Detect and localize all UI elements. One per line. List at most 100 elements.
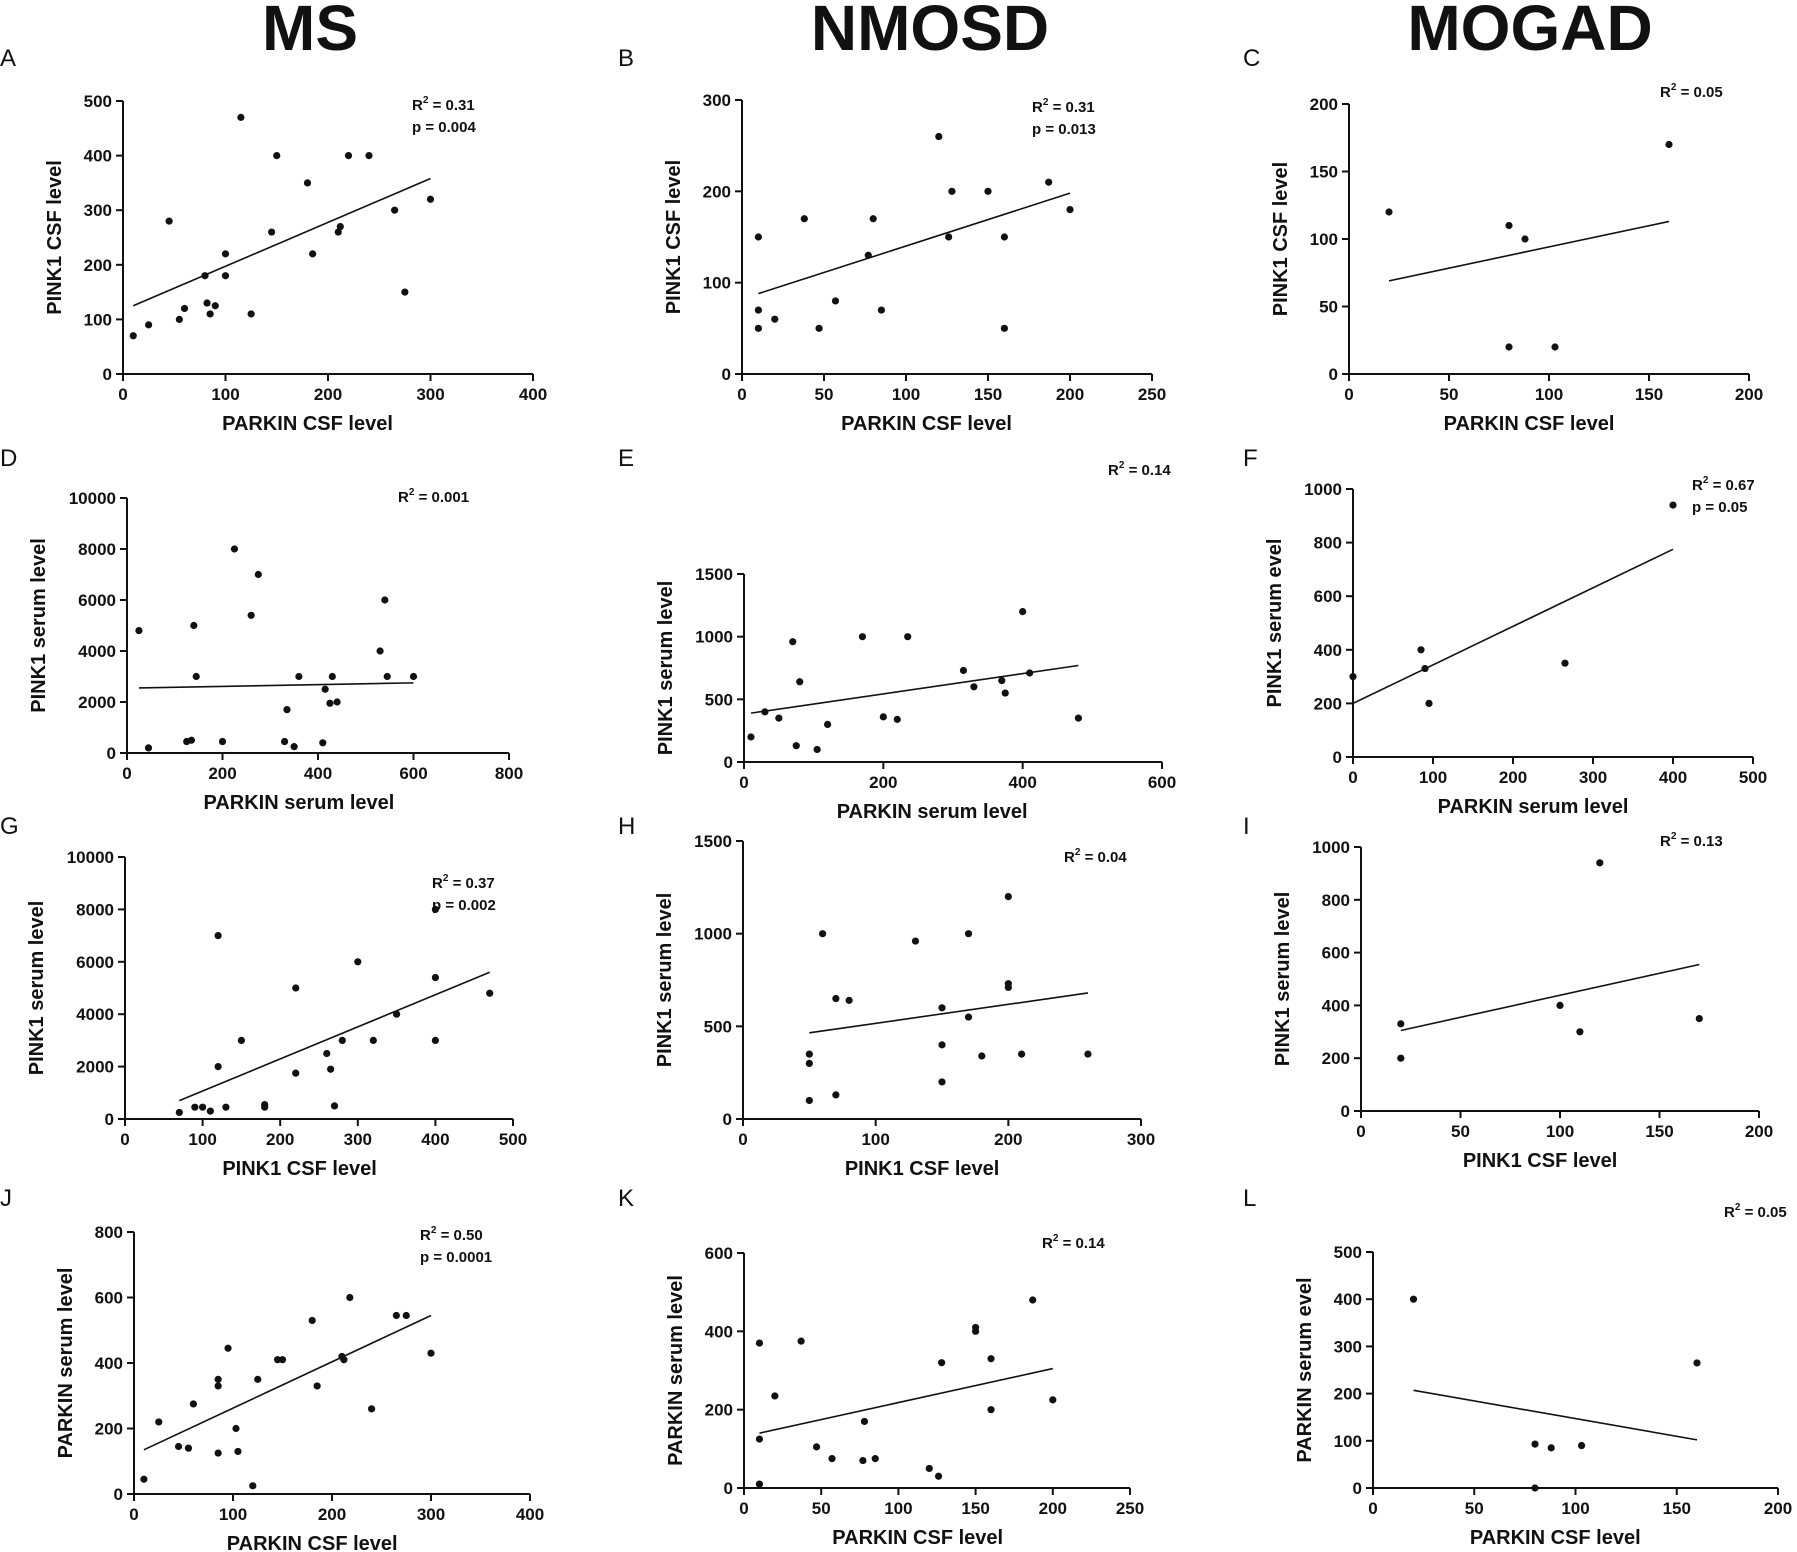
panel-letter: D (0, 445, 17, 472)
y-tick-label: 200 (1334, 1385, 1362, 1404)
y-axis-label: PINK1 serum evel (1264, 539, 1286, 708)
x-tick-label: 150 (1663, 1499, 1691, 1518)
y-tick-label: 400 (1334, 1290, 1362, 1309)
panel-a: A 0 100 200 300 400 0 100 200 300 400 500 PARKIN CSF… (0, 45, 547, 435)
y-tick-label: 0 (724, 753, 733, 772)
data-point (431, 973, 439, 982)
data-point (869, 215, 877, 223)
x-tick-label: 0 (129, 1505, 138, 1524)
data-point (232, 1424, 240, 1433)
data-point (797, 1337, 805, 1345)
data-point (792, 742, 800, 750)
data-point (401, 288, 409, 296)
data-point (129, 332, 137, 340)
data-point (218, 737, 227, 746)
x-tick-label: 400 (1008, 773, 1036, 792)
data-point (145, 321, 153, 329)
data-point (945, 233, 953, 241)
data-point (206, 1107, 214, 1115)
data-point (336, 222, 344, 231)
data-point (214, 1375, 222, 1383)
data-point (368, 1405, 376, 1413)
data-point (1556, 1001, 1564, 1010)
x-axis-label: PARKIN serum level (1438, 796, 1629, 818)
data-point (261, 1100, 269, 1109)
data-point (237, 1036, 245, 1044)
data-point (1531, 1484, 1539, 1492)
data-point (911, 937, 920, 945)
data-point (1397, 1020, 1405, 1028)
data-point (1000, 324, 1009, 332)
y-tick-label: 8000 (76, 900, 114, 919)
panel-letter: A (0, 45, 16, 72)
p-value-label: p = 0.05 (1692, 499, 1747, 516)
regression-line (179, 971, 491, 1102)
data-point (427, 1349, 435, 1357)
x-tick-label: 0 (1344, 385, 1353, 404)
data-point (771, 1392, 779, 1400)
y-tick-label: 200 (1322, 1049, 1350, 1068)
data-point (1349, 673, 1357, 681)
y-axis-label: PINK1 serum level (655, 581, 677, 756)
y-tick-label: 600 (705, 1244, 733, 1263)
x-tick-label: 600 (1148, 773, 1176, 792)
x-tick-label: 200 (869, 773, 897, 792)
data-point (775, 714, 783, 722)
panel-j: J 0 100 200 300 400 0 200 400 600 800 PARKIN CSF le… (0, 1185, 544, 1552)
x-axis-label: PARKIN CSF level (227, 1533, 398, 1552)
data-point (925, 1464, 933, 1473)
panel-letter: G (0, 813, 19, 840)
data-point (214, 1382, 222, 1390)
x-tick-label: 0 (739, 1499, 748, 1518)
x-tick-label: 300 (416, 385, 444, 404)
data-point (192, 672, 200, 681)
regression-line (1352, 548, 1674, 705)
x-tick-label: 0 (737, 385, 746, 404)
data-point (230, 545, 239, 553)
y-tick-label: 800 (1322, 891, 1350, 910)
y-tick-label: 200 (705, 1401, 733, 1420)
data-point (805, 1096, 813, 1105)
regression-line (809, 992, 1089, 1034)
y-tick-label: 400 (84, 147, 112, 166)
x-axis-label: PARKIN serum level (203, 792, 394, 814)
data-point (831, 297, 840, 305)
r-squared-label: R2 = 0.13 (1660, 831, 1723, 850)
data-point (344, 152, 353, 160)
data-point (221, 250, 230, 258)
y-tick-label: 500 (705, 690, 733, 709)
x-tick-label: 200 (266, 1130, 294, 1149)
data-point (1049, 1396, 1057, 1404)
data-point (984, 187, 992, 195)
data-point (321, 685, 329, 693)
data-point (135, 627, 143, 635)
y-tick-label: 0 (723, 1110, 732, 1129)
x-tick-label: 100 (884, 1499, 912, 1518)
x-tick-label: 500 (499, 1130, 527, 1149)
panel-letter: H (618, 813, 635, 840)
x-tick-label: 200 (1039, 1499, 1067, 1518)
y-tick-label: 600 (1322, 944, 1350, 963)
x-tick-label: 150 (974, 385, 1002, 404)
data-point (369, 1036, 377, 1044)
data-point (858, 633, 867, 641)
data-point (1000, 233, 1009, 241)
data-point (754, 324, 763, 332)
data-point (824, 720, 832, 729)
data-point (1029, 1296, 1037, 1304)
data-point (812, 1443, 821, 1451)
data-point (328, 672, 336, 681)
data-point (1425, 699, 1433, 708)
data-point (755, 1339, 764, 1347)
data-point (964, 930, 973, 938)
x-tick-label: 100 (1535, 385, 1563, 404)
data-point (214, 932, 222, 940)
data-point (845, 996, 853, 1004)
y-tick-label: 0 (1329, 365, 1338, 384)
data-point (283, 706, 291, 714)
data-point (249, 1482, 257, 1490)
data-point (747, 733, 755, 741)
y-tick-label: 0 (1353, 1479, 1362, 1498)
data-point (904, 633, 912, 641)
